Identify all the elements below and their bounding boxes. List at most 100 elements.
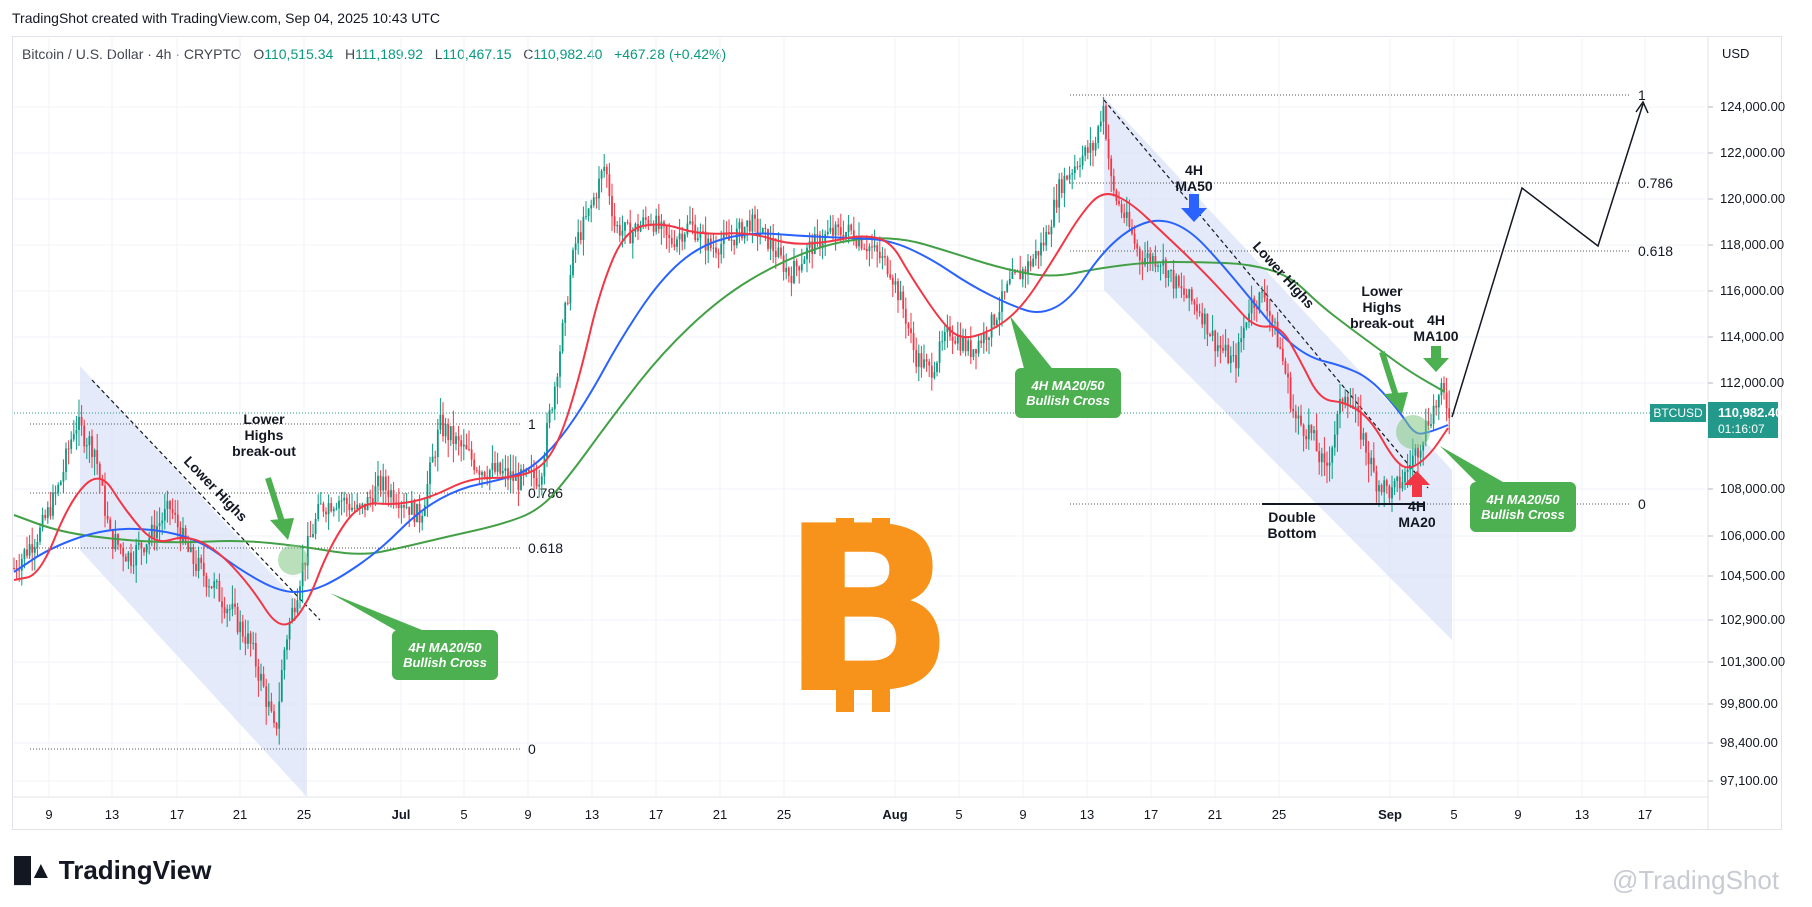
price-tick-label: 99,800.00 bbox=[1720, 696, 1778, 711]
candle-body bbox=[78, 416, 80, 431]
ma50-label: 4H MA50 bbox=[1175, 162, 1213, 194]
candle-body bbox=[1245, 322, 1248, 328]
candle-body bbox=[1271, 315, 1274, 323]
candle-body bbox=[176, 514, 179, 528]
candle-body bbox=[434, 456, 437, 458]
candle-body bbox=[1073, 166, 1076, 174]
candle-body bbox=[75, 430, 78, 434]
candle-body bbox=[265, 686, 268, 707]
candle-body bbox=[826, 231, 829, 235]
tradingview-logo[interactable]: █▲ TradingView bbox=[14, 855, 211, 886]
candle-body bbox=[1209, 334, 1211, 336]
candle-body bbox=[1401, 482, 1404, 489]
candle-body bbox=[501, 470, 504, 474]
candle-body bbox=[1068, 174, 1071, 180]
candle-body bbox=[790, 275, 793, 284]
candle-body bbox=[1110, 158, 1113, 177]
candle-body bbox=[52, 492, 54, 516]
candle-body bbox=[1385, 480, 1388, 486]
candle-body bbox=[356, 504, 359, 509]
candle-body bbox=[338, 500, 340, 509]
candle-body bbox=[761, 228, 764, 235]
candle-body bbox=[1406, 469, 1409, 473]
candle-body bbox=[156, 526, 158, 539]
candle-body bbox=[998, 311, 1001, 321]
candle-body bbox=[421, 515, 424, 523]
candle-body bbox=[403, 505, 405, 508]
candle-body bbox=[777, 247, 780, 257]
candle-body bbox=[811, 241, 814, 254]
price-tick-label: 106,000.00 bbox=[1720, 528, 1785, 543]
candle-body bbox=[1133, 233, 1136, 244]
candle-body bbox=[1123, 212, 1126, 218]
candle-body bbox=[104, 485, 106, 516]
candle-body bbox=[239, 621, 242, 633]
candle-body bbox=[1227, 344, 1230, 364]
candle-body bbox=[153, 524, 156, 539]
candle-body bbox=[1365, 433, 1367, 453]
candle-body bbox=[1201, 312, 1204, 325]
symbol-tag bbox=[1650, 404, 1706, 422]
candle-body bbox=[605, 166, 608, 175]
candle-body bbox=[231, 603, 234, 609]
candle-body bbox=[553, 386, 556, 410]
candle-body bbox=[1118, 200, 1120, 205]
candle-body bbox=[1131, 227, 1133, 234]
candle-body bbox=[1086, 147, 1089, 153]
fib-label-right: 0.618 bbox=[1638, 243, 1673, 259]
candle-body bbox=[322, 503, 325, 512]
candle-body bbox=[1144, 258, 1146, 265]
breakout-arrow-right bbox=[1379, 351, 1399, 397]
candle-body bbox=[364, 503, 366, 511]
candle-body bbox=[377, 475, 379, 487]
candle-body bbox=[96, 450, 99, 464]
bitcoin-bar bbox=[836, 680, 854, 712]
candle-body bbox=[837, 224, 840, 228]
candlesticks bbox=[13, 96, 1451, 745]
tradingview-mark-icon: █▲ bbox=[14, 856, 53, 884]
candle-body bbox=[270, 701, 273, 712]
symbol-title[interactable]: Bitcoin / U.S. Dollar · 4h · CRYPTO bbox=[22, 46, 242, 62]
chart-frame bbox=[12, 36, 1782, 830]
candle-body bbox=[413, 501, 416, 523]
candle-body bbox=[473, 459, 476, 471]
candle-body bbox=[1268, 311, 1271, 316]
candle-body bbox=[1302, 424, 1305, 436]
candle-body bbox=[808, 241, 811, 248]
candle-body bbox=[819, 234, 821, 248]
open-value: 110,515.34 bbox=[264, 46, 334, 62]
candle-body bbox=[491, 462, 494, 471]
fib-label-right: 0.786 bbox=[1638, 175, 1673, 191]
currency-label[interactable]: USD bbox=[1722, 46, 1750, 61]
fib-label-left: 0 bbox=[528, 741, 536, 757]
high-value: 111,189.92 bbox=[355, 46, 424, 62]
candle-body bbox=[759, 234, 762, 236]
price-tick-label: 118,000.00 bbox=[1720, 237, 1784, 252]
symbol-tag-label: BTCUSD bbox=[1653, 406, 1703, 420]
candle-body bbox=[1443, 383, 1445, 393]
candle-body bbox=[137, 542, 140, 545]
candle-body bbox=[1177, 276, 1180, 287]
change-value: +467.28 (+0.42%) bbox=[614, 46, 727, 62]
time-tick-label: 21 bbox=[713, 807, 727, 822]
candle-body bbox=[546, 422, 548, 458]
candle-body bbox=[1019, 270, 1022, 280]
candle-body bbox=[1159, 265, 1162, 267]
candle-body bbox=[460, 440, 463, 447]
candle-body bbox=[1081, 155, 1084, 166]
candle-body bbox=[410, 501, 413, 515]
candle-body bbox=[938, 341, 941, 363]
cross-highlight-right bbox=[1396, 415, 1430, 449]
candle-body bbox=[608, 174, 611, 197]
candle-body bbox=[1411, 455, 1414, 468]
candle-body bbox=[1105, 105, 1107, 139]
candle-body bbox=[832, 227, 834, 236]
candle-body bbox=[566, 302, 569, 304]
time-tick-label: 9 bbox=[45, 807, 52, 822]
candle-body bbox=[213, 581, 216, 588]
candle-body bbox=[1255, 307, 1258, 309]
candle-body bbox=[1042, 242, 1045, 246]
candle-body bbox=[626, 222, 629, 224]
open-label: O bbox=[253, 46, 265, 62]
